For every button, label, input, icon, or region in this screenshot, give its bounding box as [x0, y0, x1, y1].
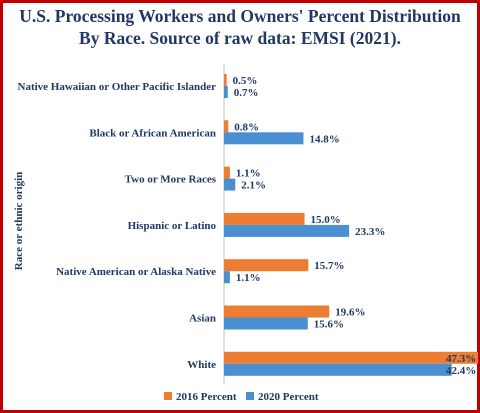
bar-2020-percent-hispanic-or-latino	[224, 224, 350, 237]
value-label-2016-percent-native-hawaiian-or-other-pacific-islander: 0.5%	[233, 75, 258, 87]
legend-swatch-2020-percent	[246, 392, 254, 400]
legend-label-2020-percent: 2020 Percent	[258, 391, 319, 403]
bar-2020-percent-black-or-african-american	[224, 132, 304, 145]
category-label-black-or-african-american: Black or African American	[89, 127, 216, 139]
legend-label-2016-percent: 2016 Percent	[176, 391, 237, 403]
bar-2020-percent-two-or-more-races	[224, 178, 236, 191]
bars-group: Native Hawaiian or Other Pacific Islande…	[18, 74, 478, 377]
value-label-2016-percent-two-or-more-races: 1.1%	[236, 168, 261, 180]
value-label-2016-percent-hispanic-or-latino: 15.0%	[311, 214, 341, 226]
value-label-2016-percent-black-or-african-american: 0.8%	[234, 121, 259, 133]
category-label-two-or-more-races: Two or More Races	[125, 174, 217, 186]
bar-2016-percent-native-hawaiian-or-other-pacific-islander	[224, 74, 227, 86]
bar-2016-percent-two-or-more-races	[224, 166, 230, 179]
legend: 2016 Percent 2020 Percent	[164, 391, 319, 403]
bar-2016-percent-hispanic-or-latino	[224, 212, 305, 225]
category-label-native-american-or-alaska-native: Native American or Alaska Native	[56, 266, 216, 278]
bar-2016-percent-native-american-or-alaska-native	[224, 259, 309, 272]
bar-2016-percent-white	[224, 351, 478, 364]
legend-swatch-2016-percent	[164, 392, 172, 400]
bar-2020-percent-native-american-or-alaska-native	[224, 271, 230, 284]
chart-title-line2: By Race. Source of raw data: EMSI (2021)…	[79, 28, 401, 48]
value-label-2020-percent-two-or-more-races: 2.1%	[241, 180, 266, 192]
value-label-2020-percent-white: 42.4%	[446, 365, 476, 377]
value-label-2020-percent-asian: 15.6%	[314, 319, 344, 331]
bar-2020-percent-asian	[224, 317, 308, 330]
category-label-hispanic-or-latino: Hispanic or Latino	[128, 220, 217, 232]
bar-2016-percent-black-or-african-american	[224, 120, 229, 133]
value-label-2016-percent-native-american-or-alaska-native: 15.7%	[314, 260, 344, 272]
bar-2020-percent-white	[224, 363, 452, 376]
value-label-2020-percent-native-hawaiian-or-other-pacific-islander: 0.7%	[234, 87, 259, 99]
chart-title-line1: U.S. Processing Workers and Owners' Perc…	[19, 6, 461, 26]
category-label-native-hawaiian-or-other-pacific-islander: Native Hawaiian or Other Pacific Islande…	[18, 81, 217, 93]
category-label-asian: Asian	[189, 313, 216, 325]
value-label-2016-percent-asian: 19.6%	[335, 307, 365, 319]
y-axis-label: Race or ethnic origin	[13, 172, 25, 270]
bar-2020-percent-native-hawaiian-or-other-pacific-islander	[224, 86, 228, 98]
value-label-2020-percent-native-american-or-alaska-native: 1.1%	[236, 272, 261, 284]
category-label-white: White	[187, 359, 216, 371]
value-label-2020-percent-black-or-african-american: 14.8%	[309, 133, 339, 145]
value-label-2020-percent-hispanic-or-latino: 23.3%	[355, 226, 385, 238]
bar-2016-percent-asian	[224, 305, 330, 318]
value-label-2016-percent-white: 47.3%	[446, 353, 476, 365]
